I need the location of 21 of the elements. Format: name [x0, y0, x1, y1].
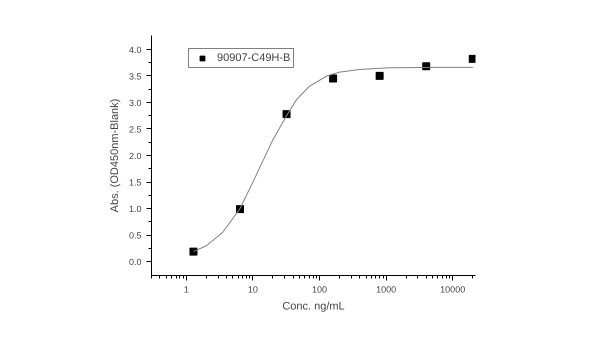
x-tick-label: 1	[184, 284, 189, 294]
x-axis-title: Conc. ng/mL	[282, 300, 345, 312]
y-tick-label: 1.0	[128, 204, 142, 214]
y-tick-label: 0.5	[128, 230, 142, 241]
y-tick-label: 3.0	[128, 98, 142, 108]
x-tick-label: 10	[248, 284, 258, 294]
x-tick-label: 100	[312, 284, 328, 294]
y-tick-label: 4.0	[128, 44, 142, 55]
point	[376, 72, 384, 80]
point	[468, 54, 476, 63]
x-tick-label: 10000	[440, 284, 466, 294]
point	[189, 248, 198, 256]
y-tick-label: 3.5	[128, 71, 142, 82]
y-tick-label: 2.5	[128, 124, 142, 134]
legend-label: 90907-C49H-B	[217, 52, 290, 64]
y-tick-label: 1.5	[128, 178, 142, 188]
x-tick-label: 1000	[376, 284, 396, 294]
y-axis-title: Abs. (OD450nm-Blank)	[108, 98, 121, 212]
y-tick-label: 0.0	[128, 257, 142, 268]
y-tick-label: 2.0	[128, 151, 142, 161]
point	[329, 74, 338, 83]
